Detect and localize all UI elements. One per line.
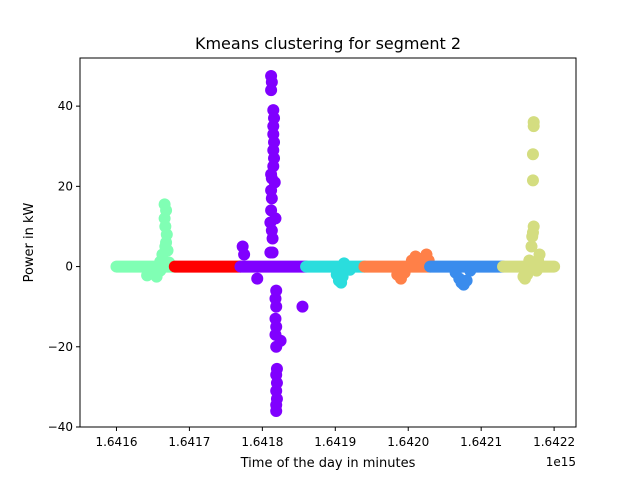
series-6-point xyxy=(530,264,543,277)
series-2-point xyxy=(270,340,283,353)
series-2-point xyxy=(266,232,279,245)
series-0-point xyxy=(141,269,154,282)
series-2 xyxy=(234,70,313,417)
series-0-point xyxy=(154,264,167,277)
series-3-point xyxy=(343,263,356,276)
x-axis-label: Time of the day in minutes xyxy=(240,456,416,471)
series-2-point xyxy=(238,248,251,261)
series-2-point xyxy=(265,192,278,205)
x-tick-label: 1.6419 xyxy=(314,435,356,449)
series-0 xyxy=(110,198,181,283)
plot-frame xyxy=(79,57,577,428)
y-tick-label: −40 xyxy=(48,420,73,434)
y-tick-label: 0 xyxy=(65,260,73,274)
series-5-point xyxy=(464,264,477,277)
y-tick-label: −20 xyxy=(48,340,73,354)
series-2-point xyxy=(296,300,309,313)
y-axis-label: Power in kW xyxy=(22,202,37,282)
series-2-point xyxy=(269,328,282,341)
series-5-point xyxy=(460,274,473,287)
series-2-point xyxy=(269,212,282,225)
series-2-point xyxy=(270,404,283,417)
x-tick-label: 1.6416 xyxy=(95,435,137,449)
series-2-point xyxy=(266,246,279,259)
series-2-point xyxy=(270,300,283,313)
y-tick-label: 40 xyxy=(58,99,73,113)
series-3 xyxy=(300,257,371,289)
series-6 xyxy=(497,116,561,285)
series-1-baseline-band xyxy=(168,260,247,273)
x-axis: 1.6416 1.6417 1.6418 1.6419 1.6420 1.6421 1.64… xyxy=(95,427,575,449)
series-6-point xyxy=(523,254,536,267)
series-6-point xyxy=(532,254,545,267)
y-axis: −40 −20 0 20 40 xyxy=(48,99,80,434)
x-tick-label: 1.6422 xyxy=(533,435,575,449)
x-tick-label: 1.6420 xyxy=(387,435,429,449)
series-4-point xyxy=(398,266,411,279)
series-2-point xyxy=(265,84,278,97)
series-2-baseline-band xyxy=(234,260,313,273)
series-6-point xyxy=(527,116,540,129)
series-6-point xyxy=(521,268,534,281)
series-2-point xyxy=(268,176,281,189)
series-5 xyxy=(424,260,510,291)
x-tick-label: 1.6417 xyxy=(168,435,210,449)
series-6-point xyxy=(525,240,538,253)
y-tick-label: 20 xyxy=(58,179,73,193)
x-tick-label: 1.6421 xyxy=(460,435,502,449)
series-6-baseline-band xyxy=(497,260,561,273)
x-tick-label: 1.6418 xyxy=(241,435,283,449)
series-1 xyxy=(168,260,247,273)
series-6-point xyxy=(526,174,539,187)
series-6-point xyxy=(526,148,539,161)
series-6-point xyxy=(527,220,540,233)
series-0-point xyxy=(161,244,174,257)
chart-title: Kmeans clustering for segment 2 xyxy=(195,34,461,53)
x-offset-label: 1e15 xyxy=(546,455,576,469)
series-2-point xyxy=(251,272,264,285)
points-layer xyxy=(110,70,561,417)
